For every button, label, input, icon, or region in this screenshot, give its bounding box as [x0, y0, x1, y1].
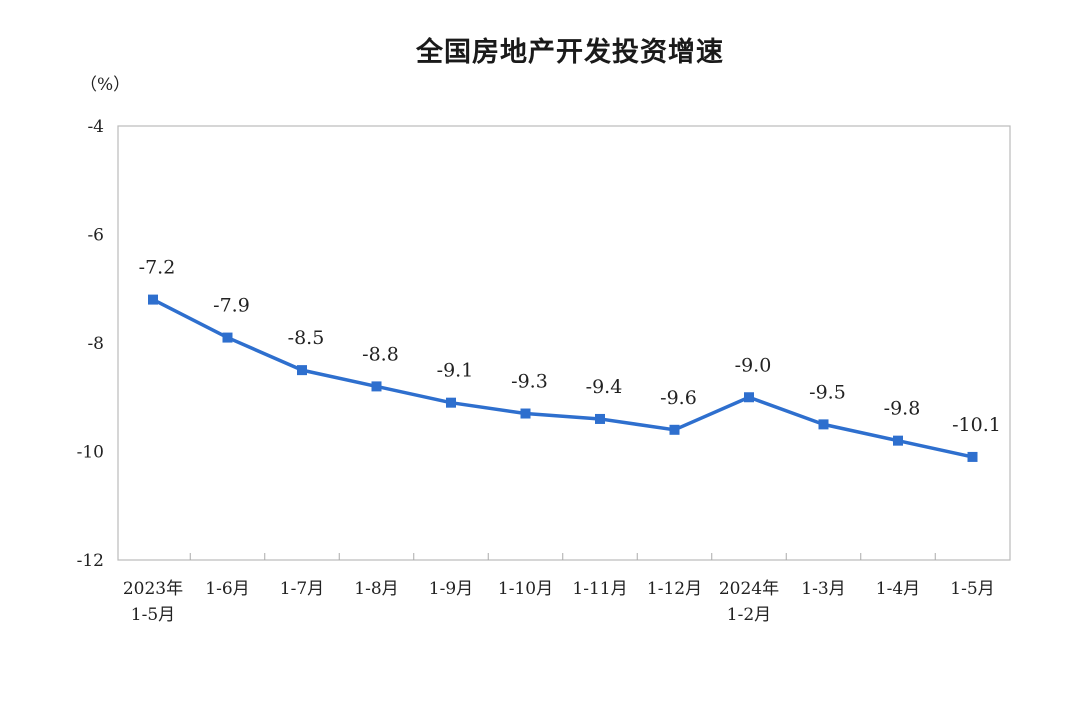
series-investment-growth	[148, 294, 978, 462]
y-tick-label: -6	[87, 226, 104, 246]
data-labels: -7.2 -7.9 -8.5 -8.8 -9.1 -9.3 -9.4 -9.6 -9.0 -9.5…	[139, 257, 1001, 436]
y-tick-label: -8	[87, 334, 104, 354]
data-point-marker	[967, 451, 978, 462]
data-value-label: -8.8	[362, 343, 399, 365]
x-tick-label: 1-8月	[354, 579, 398, 599]
data-point-marker	[148, 294, 158, 305]
plot-area-frame	[117, 125, 1011, 561]
x-tick-label: 1-9月	[429, 579, 473, 599]
data-value-label: -7.9	[213, 295, 250, 317]
x-tick-label: 1-6月	[205, 579, 249, 599]
x-tick-label: 1-12月	[647, 579, 702, 599]
data-value-label: -9.6	[660, 387, 697, 409]
data-value-label: -10.1	[952, 414, 1001, 436]
x-tick-label: 1-10月	[498, 579, 553, 599]
data-point-marker	[371, 381, 382, 392]
data-point-marker	[893, 435, 903, 446]
x-tick-label: 1-11月	[572, 579, 627, 599]
data-point-marker	[595, 413, 605, 424]
x-tick-label: 1-3月	[801, 579, 845, 599]
data-value-label: -7.2	[139, 257, 176, 279]
x-tick-label: 1-5月	[950, 579, 994, 599]
data-value-label: -8.5	[288, 327, 325, 349]
y-tick-label: -10	[77, 443, 104, 463]
data-point-marker	[520, 408, 531, 419]
x-tick-label: 1-7月	[280, 579, 324, 599]
y-axis: -4 -6 -8 -10 -12	[77, 117, 104, 571]
data-point-marker	[297, 365, 307, 376]
data-value-label: -9.1	[437, 360, 474, 382]
data-value-label: -9.4	[586, 376, 623, 398]
x-tick-label: 2024年	[719, 579, 779, 599]
data-point-marker	[222, 332, 233, 343]
x-tick-label: 1-4月	[876, 579, 920, 599]
chart-title: 全国房地产开发投资增速	[416, 37, 724, 68]
data-point-marker	[446, 397, 456, 408]
data-point-marker	[744, 392, 754, 403]
x-tick-label: 1-2月	[727, 605, 771, 625]
data-point-marker	[669, 424, 680, 435]
x-tick-label: 2023年	[123, 579, 183, 599]
data-value-label: -9.5	[809, 381, 846, 403]
series-line	[151, 297, 975, 459]
x-tick-label: 1-5月	[131, 605, 175, 625]
y-tick-label: -12	[77, 551, 104, 571]
y-axis-unit-label: （%）	[80, 75, 130, 95]
data-value-label: -9.8	[884, 398, 921, 420]
data-value-label: -9.3	[511, 371, 548, 393]
data-value-label: -9.0	[735, 354, 772, 376]
data-point-marker	[818, 419, 829, 430]
y-tick-label: -4	[87, 117, 104, 137]
x-axis: 2023年 1-5月 1-6月 1-7月 1-8月 1-9月 1-10月 1-11月 1-12月…	[123, 553, 995, 625]
